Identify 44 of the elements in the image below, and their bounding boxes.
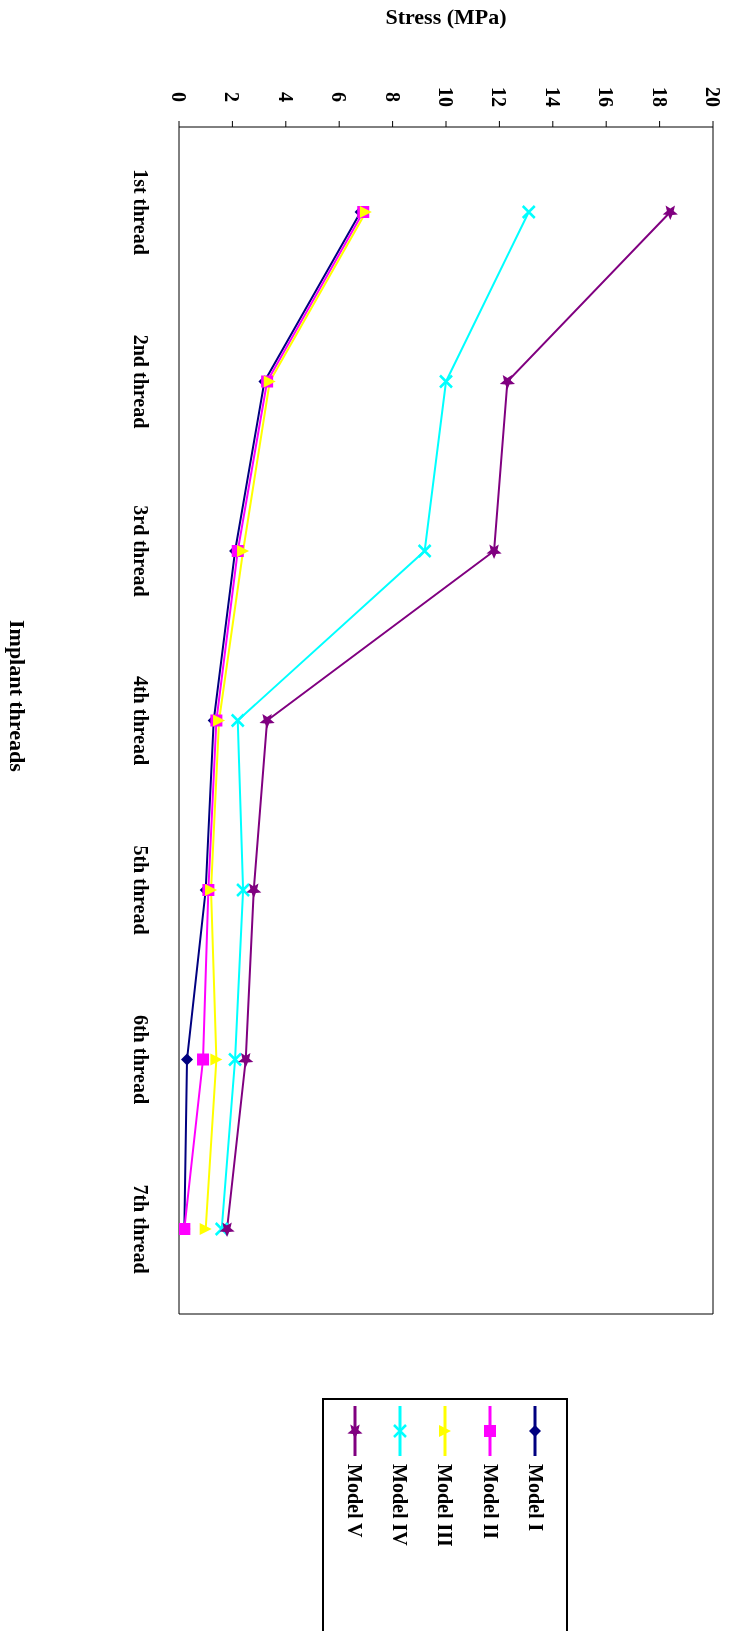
y-axis-title: Implant threads bbox=[4, 620, 30, 772]
point bbox=[210, 1053, 223, 1066]
point bbox=[219, 1222, 235, 1237]
point bbox=[227, 1052, 243, 1067]
point bbox=[237, 545, 250, 557]
point bbox=[438, 374, 454, 389]
x-tick-label: 4 bbox=[274, 92, 297, 102]
point bbox=[199, 1223, 212, 1235]
x-tick-label: 14 bbox=[541, 87, 564, 107]
point bbox=[235, 882, 251, 898]
point bbox=[246, 883, 262, 898]
y-tick-label: 6th thread bbox=[130, 1014, 152, 1105]
x-tick-label: 16 bbox=[595, 87, 618, 107]
point bbox=[417, 543, 432, 559]
point bbox=[197, 1053, 210, 1066]
point bbox=[214, 1221, 229, 1237]
y-tick-label: 1st thread bbox=[130, 169, 152, 255]
point bbox=[238, 1053, 254, 1068]
y-tick-label: 4th thread bbox=[130, 675, 152, 766]
point bbox=[230, 713, 245, 728]
point bbox=[259, 714, 275, 729]
y-tick-label: 3rd thread bbox=[130, 505, 152, 597]
point bbox=[521, 204, 537, 220]
point bbox=[181, 1053, 194, 1066]
point bbox=[662, 205, 678, 220]
point bbox=[499, 375, 516, 390]
x-tick-label: 20 bbox=[702, 87, 724, 107]
text: Model III bbox=[433, 1464, 457, 1547]
point bbox=[486, 544, 502, 559]
y-tick-label: 5th thread bbox=[130, 845, 152, 935]
x-tick-label: 2 bbox=[221, 92, 244, 102]
x-tick-label: 0 bbox=[168, 92, 190, 102]
text: Model I bbox=[523, 1464, 547, 1532]
text: Model IV bbox=[388, 1464, 412, 1546]
text: Model II bbox=[478, 1464, 502, 1539]
text: Model V bbox=[343, 1464, 367, 1538]
x-tick-label: 10 bbox=[435, 87, 457, 107]
x-tick-label: 18 bbox=[648, 87, 671, 107]
y-tick-label: 7th thread bbox=[130, 1184, 152, 1274]
x-tick-label: 12 bbox=[488, 87, 511, 107]
y-tick-label: 2nd thread bbox=[130, 334, 152, 429]
x-tick-label: 8 bbox=[381, 92, 404, 102]
x-tick-label: 6 bbox=[328, 92, 351, 102]
x-axis-title: Stress (MPa) bbox=[385, 3, 507, 29]
